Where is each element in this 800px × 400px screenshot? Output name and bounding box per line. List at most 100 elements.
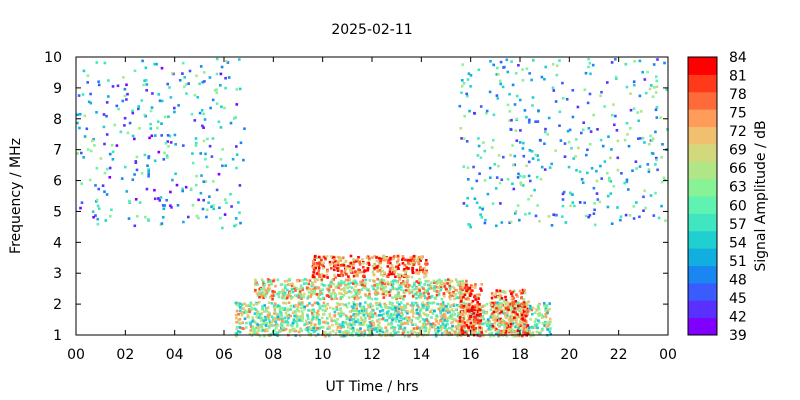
heat-cell (385, 256, 389, 260)
heat-cell (291, 282, 294, 286)
heat-cell (386, 261, 390, 265)
heat-cell (544, 306, 548, 310)
heat-cell (340, 272, 343, 275)
heat-cell (107, 95, 110, 98)
heat-cell (514, 72, 518, 75)
heat-cell (380, 313, 384, 317)
heat-cell (367, 296, 371, 299)
heat-cell (511, 182, 514, 186)
heat-cell (489, 301, 492, 305)
heat-cell (494, 304, 498, 307)
heat-cell (368, 293, 371, 296)
colorbar-segment (688, 91, 717, 110)
heat-cell (329, 255, 333, 258)
heat-cell (534, 120, 537, 123)
heat-cell (521, 334, 524, 338)
heat-cell (241, 327, 245, 330)
heat-cell (390, 265, 394, 269)
heat-cell (356, 273, 359, 277)
heat-cell (427, 322, 431, 325)
heat-cell (322, 261, 326, 265)
x-tick-label: 12 (363, 347, 381, 363)
heat-cell (412, 293, 415, 297)
heat-cell (331, 260, 334, 264)
heat-cell (295, 323, 299, 326)
heat-cell (518, 306, 522, 310)
heat-cell (403, 274, 407, 278)
heat-cell (306, 286, 310, 290)
heat-cell (565, 98, 569, 101)
heat-cell (423, 266, 426, 270)
heat-cell (287, 301, 291, 304)
heat-cell (580, 178, 584, 181)
heat-cell (288, 330, 292, 334)
heat-cell (95, 198, 99, 202)
heat-cell (593, 208, 596, 212)
heat-cell (347, 275, 350, 278)
heat-cell (322, 274, 326, 278)
heat-cell (521, 317, 525, 321)
heat-cell (221, 226, 224, 230)
heat-cell (535, 175, 539, 179)
heat-cell (358, 270, 362, 274)
heat-cell (297, 292, 301, 296)
heat-cell (426, 313, 430, 317)
heat-cell (333, 262, 337, 266)
heat-cell (265, 316, 269, 320)
heat-cell (354, 285, 357, 288)
heat-cell (254, 308, 258, 312)
heat-cell (654, 163, 657, 166)
colorbar-segment (688, 57, 717, 75)
heat-cell (167, 115, 170, 118)
heat-cell (543, 77, 546, 81)
heat-cell (404, 263, 408, 267)
heat-cell (344, 303, 348, 307)
heat-cell (287, 294, 291, 297)
heat-cell (434, 332, 438, 335)
heat-cell (311, 317, 314, 321)
heat-cell (282, 327, 286, 330)
heat-cell (273, 312, 276, 315)
heat-cell (631, 169, 634, 172)
heat-cell (479, 308, 482, 312)
heat-cell (212, 180, 215, 183)
heat-cell (473, 111, 476, 115)
heat-cell (586, 171, 589, 175)
heat-cell (392, 287, 395, 291)
heat-cell (317, 261, 321, 265)
heat-cell (333, 273, 336, 277)
heat-cell (177, 104, 180, 107)
heat-cell (357, 268, 360, 271)
heat-cell (271, 297, 274, 301)
heat-cell (411, 301, 414, 305)
heat-cell (655, 75, 658, 78)
heat-cell (448, 284, 451, 288)
heat-cell (425, 271, 429, 274)
heat-cell (472, 312, 476, 315)
heat-cell (648, 142, 651, 146)
heat-cell (316, 316, 319, 319)
heat-cell (473, 197, 477, 201)
heat-cell (419, 292, 422, 296)
heat-cell (491, 302, 494, 305)
heat-cell (509, 153, 512, 157)
heat-cell (372, 268, 376, 271)
heat-cell (136, 215, 139, 218)
heat-cell (457, 311, 460, 315)
heat-cell (528, 118, 531, 122)
heat-cell (295, 320, 298, 323)
heat-cell (525, 115, 528, 119)
heat-cell (280, 319, 284, 322)
heat-cell (321, 308, 325, 312)
heat-cell (461, 317, 464, 321)
heat-cell (378, 332, 382, 335)
heat-cell (219, 126, 223, 129)
heat-cell (86, 81, 89, 84)
heat-cell (446, 308, 450, 311)
heat-cell (282, 293, 285, 296)
heat-cell (107, 79, 110, 82)
heat-cell (458, 281, 461, 285)
heat-cell (457, 305, 461, 308)
heat-cell (245, 310, 249, 313)
heat-cell (243, 317, 247, 321)
